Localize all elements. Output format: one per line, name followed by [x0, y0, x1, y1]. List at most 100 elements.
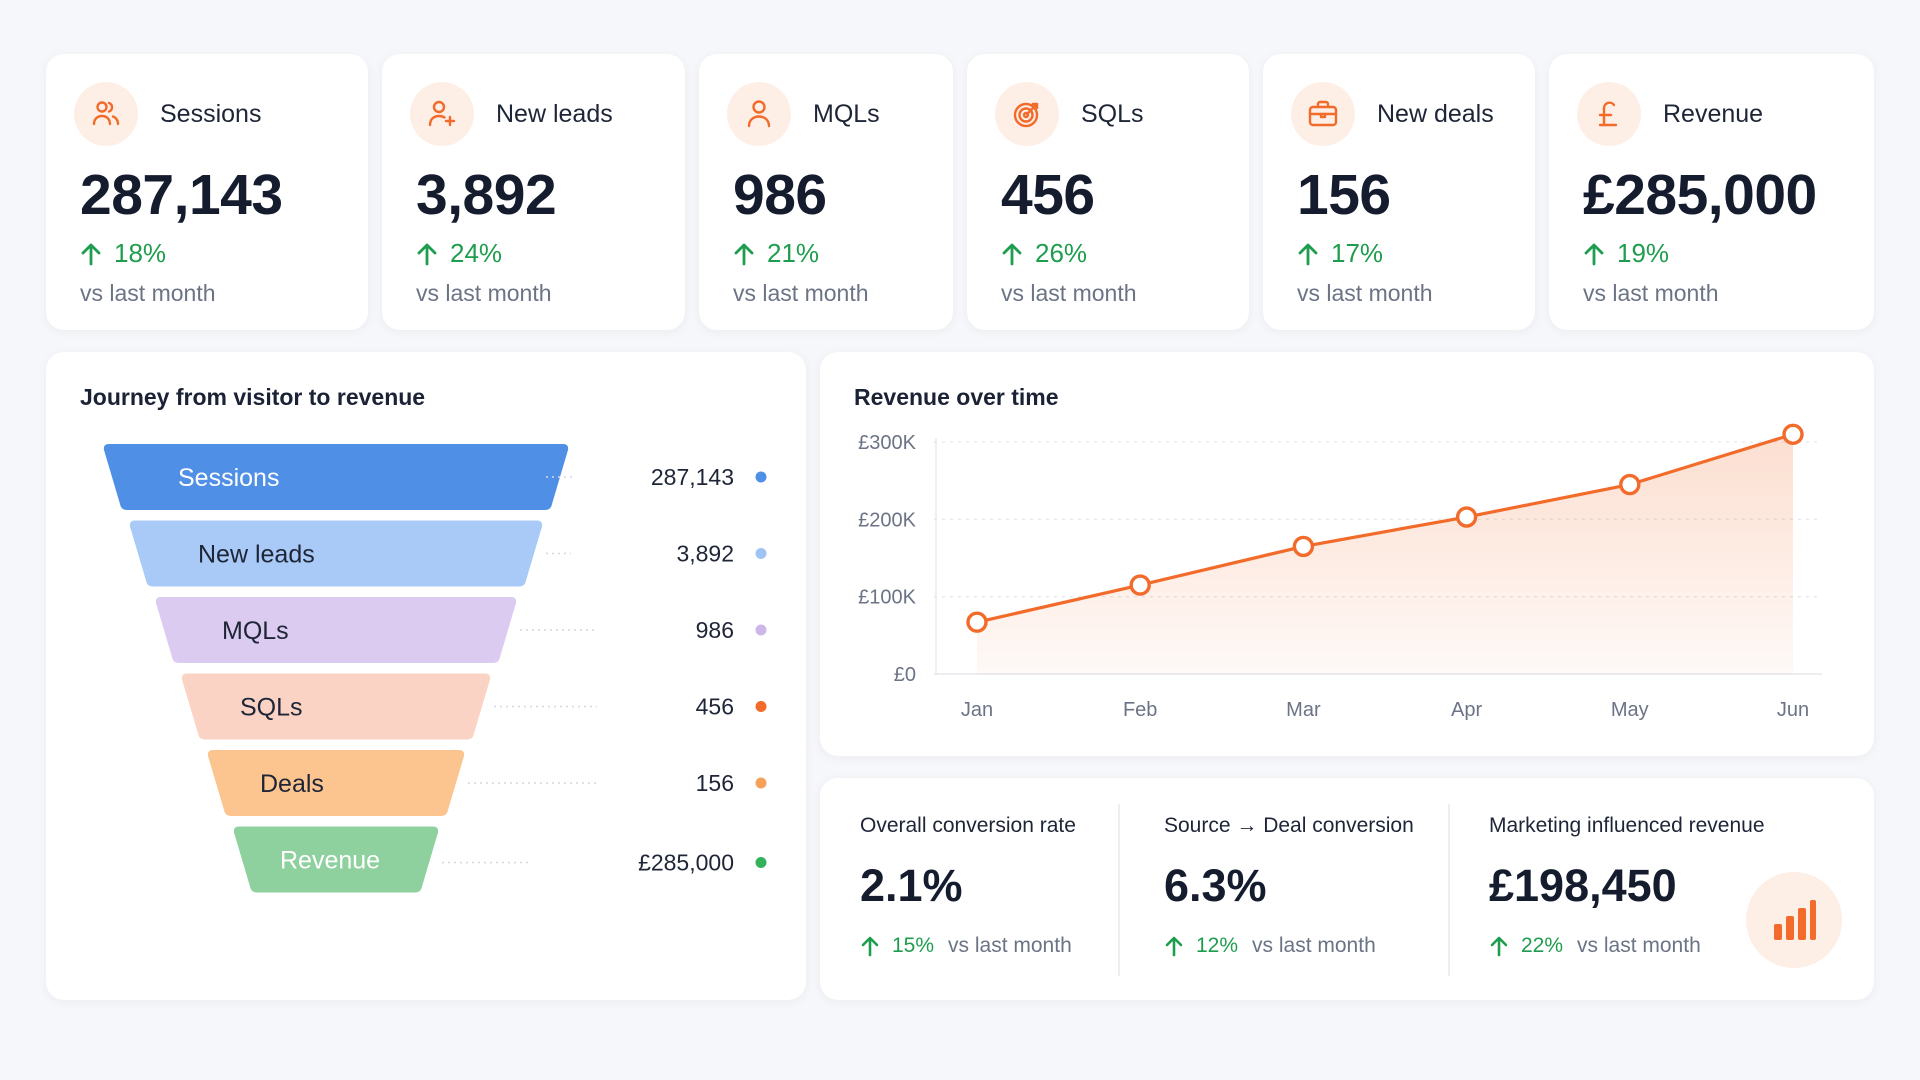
kpi-comparison: vs last month — [1297, 280, 1433, 306]
kpi-card-sessions: Sessions 287,143 18% vs last month — [46, 54, 368, 330]
kpi-label: SQLs — [1081, 99, 1144, 128]
kpi-change: 26% — [1001, 238, 1087, 269]
stat-marketing-influenced-revenue: Marketing influenced revenue £198,450 22… — [1489, 778, 1789, 1000]
x-tick-label: Mar — [1286, 699, 1321, 721]
kpi-value: 986 — [733, 163, 827, 227]
stat-label: Source → Deal conversion — [1164, 814, 1414, 837]
stat-value: £198,450 — [1489, 860, 1677, 911]
funnel-stage-label: Deals — [260, 770, 324, 798]
kpi-comparison: vs last month — [80, 280, 216, 306]
kpi-value: 287,143 — [80, 163, 283, 227]
revenue-chart-title: Revenue over time — [854, 384, 1059, 410]
kpi-change-value: 18% — [114, 238, 167, 268]
revenue-area — [977, 434, 1793, 674]
stat-change: 22% vs last month — [1489, 934, 1701, 958]
user-plus-icon — [410, 82, 474, 146]
funnel-stage-label: MQLs — [222, 617, 289, 645]
y-tick-label: £300K — [858, 432, 916, 454]
funnel-legend-dot — [755, 624, 767, 636]
arrow-up-icon — [1490, 936, 1508, 957]
kpi-card-sqls: SQLs 456 26% vs last month — [967, 54, 1249, 330]
kpi-label: Revenue — [1663, 99, 1764, 128]
funnel-stage-label: Sessions — [178, 464, 279, 492]
kpi-comparison: vs last month — [733, 280, 869, 306]
funnel-stage-value: 3,892 — [676, 541, 734, 567]
funnel-stage-value: 156 — [696, 770, 734, 796]
arrow-up-icon — [734, 243, 754, 265]
y-tick-label: £200K — [858, 509, 916, 531]
kpi-header: SQLs — [995, 82, 1144, 146]
funnel-legend-dot — [755, 701, 767, 712]
arrow-up-icon — [1298, 243, 1318, 265]
stat-divider — [1448, 804, 1450, 976]
revenue-line — [976, 432, 1794, 624]
bar-chart-icon — [1746, 872, 1842, 968]
kpi-value: 456 — [1001, 163, 1095, 227]
funnel-stage-value: £285,000 — [638, 850, 734, 876]
funnel-title: Journey from visitor to revenue — [80, 384, 426, 410]
kpi-comparison: vs last month — [416, 280, 552, 306]
x-tick-label: Apr — [1451, 699, 1482, 721]
kpi-change: 18% — [80, 238, 166, 269]
kpi-comparison: vs last month — [1583, 280, 1719, 306]
revenue-line-chart: £0 £100K £200K £300K Jan Feb Mar Apr May Jun — [858, 423, 1822, 721]
stat-change-value: 12% — [1196, 934, 1239, 957]
kpi-value: 156 — [1297, 163, 1391, 227]
kpi-change: 24% — [416, 238, 502, 269]
funnel-stage-sessions — [103, 444, 569, 510]
kpi-header: Sessions — [74, 82, 261, 146]
kpi-value: 3,892 — [416, 163, 557, 227]
funnel-legend-dot — [755, 777, 767, 789]
arrow-up-icon — [1165, 936, 1183, 957]
arrow-up-icon — [1002, 243, 1022, 265]
kpi-label: Sessions — [160, 99, 262, 128]
briefcase-icon — [1291, 82, 1355, 146]
funnel-stage-new-leads — [129, 520, 543, 587]
stat-label: Marketing influenced revenue — [1489, 814, 1765, 837]
kpi-change: 21% — [733, 238, 819, 269]
kpi-change: 19% — [1583, 238, 1669, 269]
y-tick-label: £0 — [894, 664, 916, 686]
funnel-stage-value: 456 — [696, 694, 734, 720]
kpi-value: £285,000 — [1583, 163, 1817, 227]
stat-change-value: 22% — [1521, 934, 1564, 957]
stat-change-value: 15% — [892, 934, 935, 957]
kpi-change: 17% — [1297, 238, 1383, 269]
stat-change-sub: vs last month — [1252, 934, 1376, 957]
kpi-label: New deals — [1377, 99, 1494, 128]
kpi-change-value: 24% — [450, 238, 503, 268]
stat-change-sub: vs last month — [1577, 934, 1701, 957]
funnel-legend-dot — [755, 548, 767, 559]
funnel-stage-value: 287,143 — [651, 464, 734, 490]
revenue-point-jan[interactable] — [966, 611, 988, 633]
stat-value: 2.1% — [860, 860, 963, 911]
kpi-header: New leads — [410, 82, 613, 146]
revenue-point-jun[interactable] — [1782, 423, 1804, 445]
target-icon — [995, 82, 1059, 146]
kpi-card-new-deals: New deals 156 17% vs last month — [1263, 54, 1535, 330]
kpi-header: MQLs — [727, 82, 880, 146]
stat-value: 6.3% — [1164, 860, 1267, 911]
arrow-up-icon — [861, 936, 879, 957]
funnel-chart: Sessions 287,143 New leads 3,892 MQLs 986 SQLs… — [103, 444, 767, 893]
stat-change: 15% vs last month — [860, 934, 1072, 958]
kpi-comparison: vs last month — [1001, 280, 1137, 306]
revenue-point-may[interactable] — [1619, 473, 1641, 496]
funnel-stage-revenue — [233, 826, 439, 893]
kpi-card-new-leads: New leads 3,892 24% vs last month — [382, 54, 685, 330]
x-tick-label: May — [1611, 699, 1649, 721]
revenue-point-apr[interactable] — [1455, 506, 1478, 528]
kpi-header: Revenue — [1577, 82, 1763, 146]
funnel-legend-dot — [755, 857, 767, 868]
kpi-card-mqls: MQLs 986 21% vs last month — [699, 54, 953, 330]
stat-divider — [1118, 804, 1120, 976]
funnel-stage-label: New leads — [198, 541, 315, 569]
kpi-header: New deals — [1291, 82, 1494, 146]
funnel-stage-label: Revenue — [280, 847, 380, 875]
arrow-up-icon — [1584, 243, 1604, 265]
revenue-point-feb[interactable] — [1129, 574, 1151, 596]
kpi-change-value: 17% — [1331, 238, 1384, 268]
funnel-stage-mqls — [155, 597, 517, 663]
arrow-up-icon — [81, 243, 101, 265]
revenue-point-mar[interactable] — [1292, 535, 1315, 558]
